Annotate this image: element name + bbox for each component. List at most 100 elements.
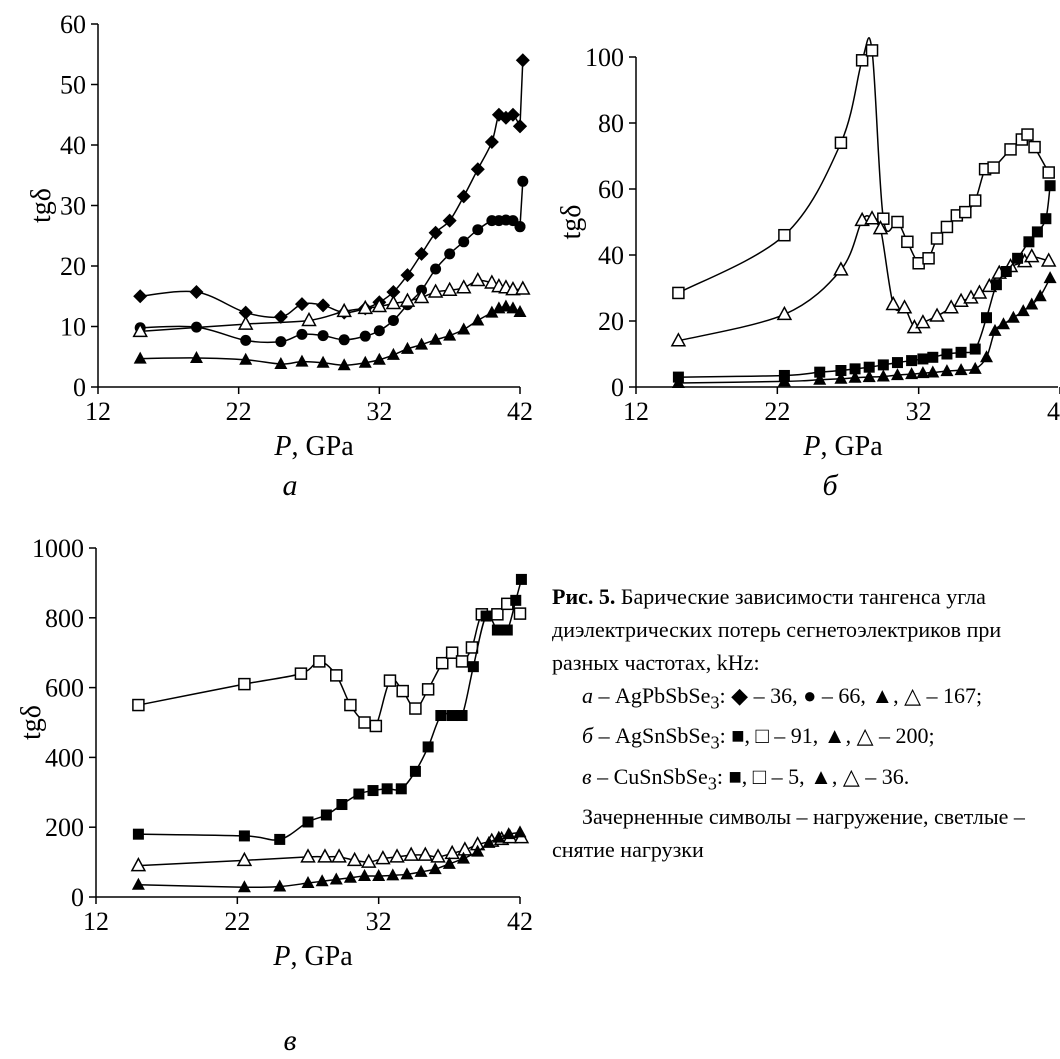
data-point	[941, 348, 953, 360]
y-tick-label: 60	[598, 175, 624, 204]
data-point	[189, 350, 203, 363]
data-point	[457, 322, 471, 335]
data-point	[1012, 252, 1024, 264]
data-point	[238, 677, 251, 691]
series-1	[672, 37, 1055, 300]
data-point	[457, 841, 473, 856]
data-point	[386, 347, 400, 360]
y-tick-label: 80	[598, 109, 624, 138]
data-point	[834, 371, 848, 384]
data-point	[926, 365, 940, 378]
x-axis-label: P, GPa	[273, 431, 354, 462]
data-point	[458, 236, 470, 248]
data-point	[387, 314, 399, 326]
data-point	[133, 351, 147, 364]
data-point	[430, 263, 442, 275]
data-point	[403, 846, 419, 861]
data-point	[343, 870, 357, 883]
caption-line-b: б – AgSnSbSe3: ■, □ – 91, ▲, △ – 200;	[582, 723, 935, 753]
data-point	[848, 370, 862, 383]
data-point	[237, 315, 254, 330]
data-point	[367, 785, 379, 797]
data-point	[891, 215, 904, 229]
series-3	[130, 829, 530, 872]
data-point	[386, 868, 400, 881]
series-2	[670, 210, 1057, 347]
x-axis-label: P, GPa	[272, 941, 353, 972]
data-point	[863, 361, 875, 373]
y-tick-label: 50	[60, 71, 86, 100]
series-4	[514, 175, 529, 233]
data-point	[484, 134, 499, 149]
data-point	[237, 880, 251, 893]
chart-panel-2: 0 20 40 60 80 100 12 22 32 42 P, GPa tgδ б	[556, 37, 1060, 502]
data-point	[240, 334, 252, 346]
data-point	[371, 297, 388, 313]
data-point	[671, 376, 685, 389]
data-point	[940, 364, 954, 377]
x-tick-label: 12	[85, 397, 111, 426]
data-point	[491, 624, 503, 636]
data-point	[498, 110, 513, 125]
series-2	[513, 53, 530, 134]
data-point	[862, 370, 876, 383]
data-point	[877, 359, 889, 371]
data-point	[442, 213, 457, 228]
data-point	[358, 355, 372, 368]
data-point	[835, 365, 847, 376]
x-tick-label: 12	[623, 397, 649, 426]
data-point	[429, 332, 443, 345]
data-point	[317, 848, 333, 863]
data-point	[1040, 213, 1052, 225]
data-point	[330, 669, 343, 682]
data-point	[515, 573, 527, 585]
chart-panel-1: 0 10 20 30 40 50 60 12 22 32 42 P, GPa tgδ а	[26, 10, 533, 502]
data-point	[467, 661, 479, 673]
data-point	[872, 220, 889, 235]
data-point	[317, 330, 329, 342]
data-point	[133, 289, 148, 304]
data-point	[435, 710, 447, 722]
data-point	[980, 350, 994, 363]
data-point	[239, 352, 253, 365]
data-point	[1023, 236, 1035, 248]
data-point	[1023, 248, 1040, 263]
y-axis-label: tgδ	[26, 188, 57, 223]
caption-title: Рис. 5.	[552, 584, 616, 609]
data-point	[968, 361, 982, 374]
panel-letter: а	[283, 469, 298, 502]
data-point	[1021, 128, 1034, 141]
y-tick-label: 40	[60, 131, 86, 160]
data-point	[414, 246, 429, 261]
figure-caption: Рис. 5. Барические зависимости тангенса …	[552, 580, 1057, 866]
data-point	[492, 830, 506, 843]
data-point	[346, 851, 363, 867]
data-point	[1006, 310, 1020, 323]
data-point	[455, 279, 472, 294]
series-line	[519, 181, 524, 227]
data-point	[236, 851, 253, 867]
data-point	[428, 225, 443, 240]
data-point	[955, 346, 967, 358]
data-point	[1016, 304, 1030, 317]
data-point	[369, 719, 383, 733]
y-tick-label: 40	[598, 241, 624, 270]
data-point	[400, 867, 414, 880]
series-5	[133, 299, 527, 371]
data-point	[444, 248, 456, 260]
series-4	[131, 825, 527, 893]
data-point	[777, 374, 791, 387]
data-point	[275, 336, 287, 348]
data-point	[471, 844, 485, 857]
caption-line-a: а – AgPbSbSe3: ◆ – 36, ● – 66, ▲, △ – 16…	[582, 683, 983, 713]
data-point	[417, 846, 434, 861]
data-point	[329, 872, 343, 885]
data-point	[295, 354, 309, 367]
y-tick-label: 800	[45, 604, 84, 633]
data-point	[514, 221, 526, 233]
data-point	[470, 162, 485, 177]
data-point	[132, 828, 144, 840]
y-axis-label: tgδ	[16, 705, 47, 740]
data-point	[813, 372, 827, 385]
